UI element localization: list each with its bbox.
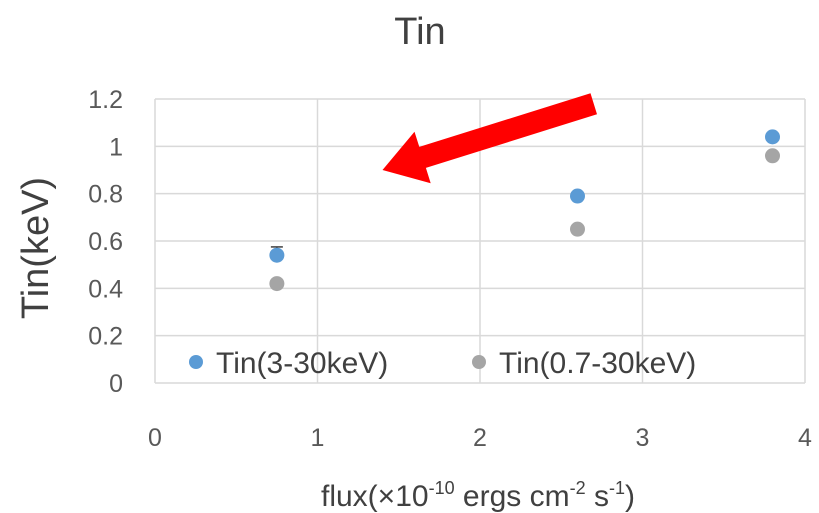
legend-marker-series-2 [472, 355, 486, 369]
chart-title: Tin [394, 11, 445, 53]
y-tick-label: 1 [109, 133, 123, 161]
x-tick-label: 1 [311, 424, 325, 452]
annotation-arrow [382, 93, 597, 184]
red-arrow-shape [382, 93, 597, 184]
legend-label-series-2: Tin(0.7-30keV) [499, 347, 696, 380]
x-axis-label-prefix: flux(×10 [321, 480, 429, 513]
y-tick-label: 0.8 [88, 181, 123, 209]
data-point-series-2 [269, 276, 285, 292]
legend-marker-series-1 [189, 355, 203, 369]
x-axis-label-mid: ergs cm [455, 480, 570, 513]
axes [154, 99, 805, 384]
x-tick-label: 2 [473, 424, 487, 452]
x-axis-label-exp2: -2 [570, 478, 586, 498]
x-axis-label-exp1: -10 [429, 478, 455, 498]
x-axis-label-mid2: s [586, 480, 609, 513]
x-tick-label: 3 [636, 424, 650, 452]
y-tick-label: 1.2 [88, 86, 123, 114]
y-tick-label: 0.4 [88, 275, 123, 303]
y-tick-label: 0 [109, 370, 123, 398]
x-axis-label: flux(×10-10 ergs cm-2 s-1) [321, 478, 635, 513]
x-tick-label: 4 [798, 424, 812, 452]
legend: Tin(3-30keV) Tin(0.7-30keV) [189, 347, 696, 380]
data-point-series-1 [765, 129, 780, 145]
y-tick-label: 0.2 [88, 323, 123, 351]
y-tick-label: 0.6 [88, 228, 123, 256]
y-axis-label: Tin(keV) [15, 177, 57, 319]
x-axis-label-suffix: ) [625, 480, 635, 513]
data-point-series-2 [570, 221, 585, 237]
data-point-series-1 [269, 247, 285, 263]
data-points [269, 129, 780, 292]
x-tick-label: 0 [148, 424, 162, 452]
legend-label-series-1: Tin(3-30keV) [216, 347, 388, 380]
data-point-series-2 [765, 148, 780, 164]
x-axis-label-exp3: -1 [609, 478, 625, 498]
tick-labels: 0 0.2 0.4 0.6 0.8 1 1.2 0 1 2 3 4 [88, 86, 812, 452]
data-point-series-1 [570, 188, 585, 204]
